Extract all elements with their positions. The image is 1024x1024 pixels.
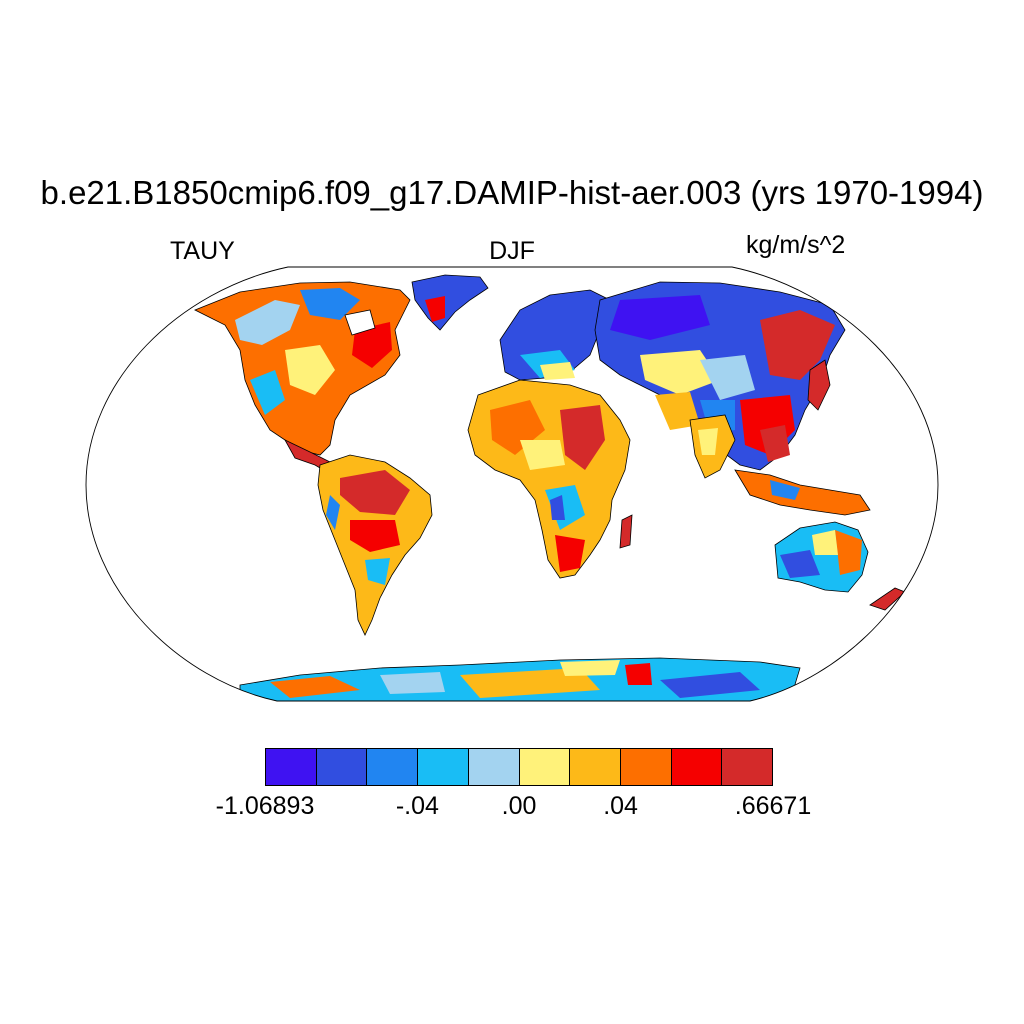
colorbar-swatch xyxy=(570,749,621,785)
colorbar-tick-label: .04 xyxy=(603,792,638,820)
colorbar-swatch xyxy=(367,749,419,785)
map-title: b.e21.B1850cmip6.f09_g17.DAMIP-hist-aer.… xyxy=(40,174,984,211)
greenland xyxy=(411,274,489,331)
colorbar-swatch xyxy=(620,749,672,785)
southeast-asia xyxy=(734,469,871,516)
season-label: DJF xyxy=(489,237,535,265)
colorbar-tick-label: -1.06893 xyxy=(215,792,315,820)
colorbar-tick-label: -.04 xyxy=(395,792,439,820)
variable-label: TAUY xyxy=(170,237,235,265)
colorbar xyxy=(265,748,773,786)
colorbar-swatch xyxy=(722,749,773,785)
land-areas xyxy=(194,274,906,701)
colorbar-swatch xyxy=(671,749,723,785)
colorbar-swatch xyxy=(468,749,520,785)
colorbar-tick-label: .66671 xyxy=(734,792,812,820)
units-label: kg/m/s^2 xyxy=(746,231,846,259)
colorbar-tick-label: .00 xyxy=(501,792,537,820)
colorbar-swatch xyxy=(418,749,469,785)
japan xyxy=(807,359,831,411)
madagascar xyxy=(619,514,633,549)
colorbar-swatch xyxy=(519,749,571,785)
new-zealand xyxy=(869,587,906,611)
colorbar-swatch xyxy=(266,749,317,785)
colorbar-swatch xyxy=(316,749,368,785)
map-boundary xyxy=(85,266,939,702)
